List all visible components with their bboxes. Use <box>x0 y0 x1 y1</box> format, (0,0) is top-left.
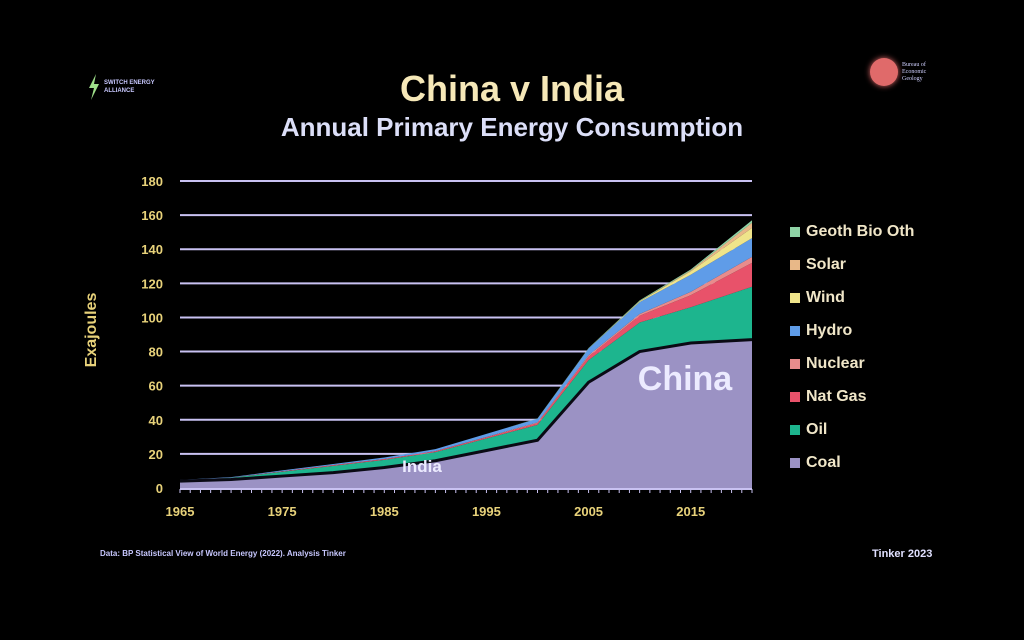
legend-label: Geoth Bio Oth <box>806 222 915 240</box>
legend-item: Oil <box>790 413 914 446</box>
legend-swatch <box>790 325 800 336</box>
x-tick-label: 1985 <box>370 504 399 519</box>
legend: Geoth Bio Oth Solar Wind Hydro Nuclear Nat Ga… <box>790 215 914 479</box>
legend-swatch <box>790 292 800 303</box>
legend-label: Coal <box>806 453 841 471</box>
y-tick-label: 120 <box>141 276 163 291</box>
y-tick-label: 20 <box>149 447 163 462</box>
area-oil <box>180 286 752 482</box>
legend-item: Hydro <box>790 314 914 347</box>
texas-seal-icon <box>870 58 898 86</box>
legend-swatch <box>790 391 800 402</box>
x-tick-label: 1995 <box>472 504 501 519</box>
source-note: Data: BP Statistical View of World Energ… <box>100 549 346 558</box>
y-tick-label: 180 <box>141 174 163 189</box>
y-tick-label: 100 <box>141 310 163 325</box>
legend-item: Coal <box>790 446 914 479</box>
credit: Tinker 2023 <box>872 548 933 560</box>
chart-subtitle: Annual Primary Energy Consumption <box>280 112 744 142</box>
coal-boundary-line <box>179 338 753 483</box>
legend-swatch <box>790 457 800 468</box>
lightning-bolt-icon <box>89 74 99 100</box>
switch-logo-text: SWITCH ENERGY ALLIANCE <box>104 80 155 94</box>
chart-title: China v India <box>399 68 625 109</box>
y-tick-label: 140 <box>141 242 163 257</box>
legend-swatch <box>790 259 800 270</box>
x-tick-label: 2005 <box>574 504 603 519</box>
area-coal <box>180 339 752 488</box>
legend-label: Oil <box>806 420 828 438</box>
legend-swatch <box>790 358 800 369</box>
x-tick-label: 1965 <box>166 504 195 519</box>
x-tick-label: 1975 <box>268 504 297 519</box>
x-tick-label: 2015 <box>676 504 705 519</box>
y-tick-label: 0 <box>156 481 163 496</box>
legend-item: Nat Gas <box>790 380 914 413</box>
y-tick-label: 80 <box>149 345 163 360</box>
legend-item: Wind <box>790 281 914 314</box>
switch-energy-alliance-logo: SWITCH ENERGY ALLIANCE <box>88 74 174 100</box>
legend-item: Solar <box>790 248 914 281</box>
beg-logo: Bureau of Economic Geology <box>870 58 948 86</box>
y-tick-label: 40 <box>149 413 163 428</box>
beg-logo-text: Bureau of Economic Geology <box>902 61 927 82</box>
y-tick-label: 60 <box>149 379 163 394</box>
india-annotation: India <box>402 457 442 476</box>
china-annotation: China <box>638 360 734 398</box>
legend-swatch <box>790 424 800 435</box>
legend-item: Geoth Bio Oth <box>790 215 914 248</box>
legend-label: Solar <box>806 255 847 273</box>
y-tick-label: 160 <box>141 208 163 223</box>
legend-label: Hydro <box>806 321 853 339</box>
legend-item: Nuclear <box>790 347 914 380</box>
legend-label: Wind <box>806 288 845 306</box>
legend-swatch <box>790 226 800 237</box>
legend-label: Nuclear <box>806 354 865 372</box>
legend-label: Nat Gas <box>806 387 867 405</box>
